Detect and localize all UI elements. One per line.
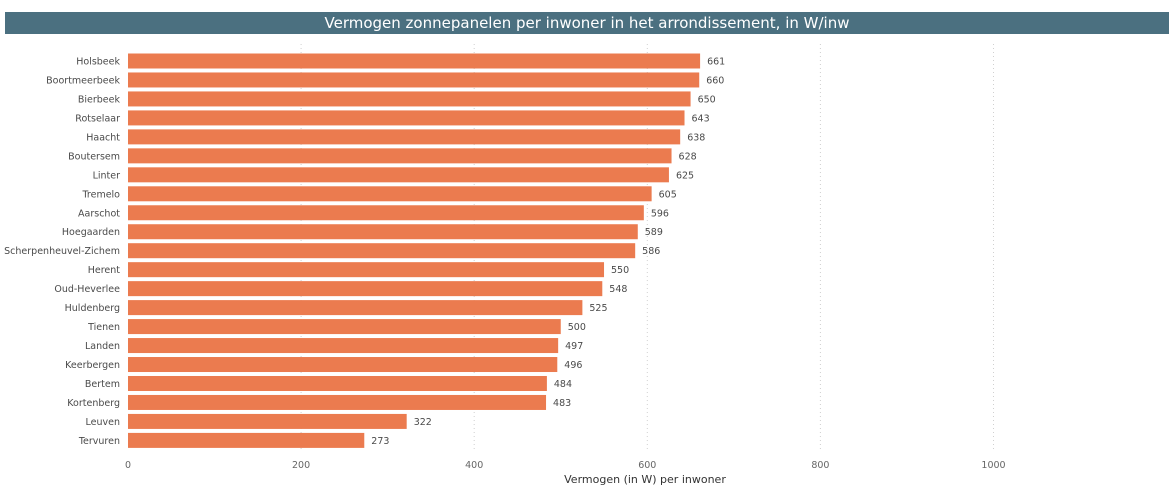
data-label: 550 xyxy=(611,265,629,276)
category-label: Boortmeerbeek xyxy=(46,75,120,86)
bar xyxy=(128,224,638,240)
category-label: Aarschot xyxy=(78,208,120,219)
bar xyxy=(128,375,547,391)
data-label: 500 xyxy=(568,322,586,333)
data-label: 497 xyxy=(565,341,583,352)
category-label: Tervuren xyxy=(78,436,120,447)
category-label: Linter xyxy=(93,170,121,181)
category-label: Kortenberg xyxy=(67,398,120,409)
bar xyxy=(128,357,558,373)
bar xyxy=(128,338,559,354)
bar xyxy=(128,243,636,259)
data-label: 661 xyxy=(707,57,725,68)
data-label: 650 xyxy=(698,94,716,105)
bar xyxy=(128,53,701,69)
data-label: 589 xyxy=(645,227,663,238)
x-tick-label: 0 xyxy=(125,460,131,471)
chart-title: Vermogen zonnepanelen per inwoner in het… xyxy=(5,12,1169,34)
category-label: Scherpenheuvel-Zichem xyxy=(4,246,120,257)
bar xyxy=(128,262,605,278)
data-label: 605 xyxy=(659,189,677,200)
labels: 0 200 400 600 800 1000 Holsbeek 661 Boortmeerbee… xyxy=(4,57,1005,472)
data-label: 273 xyxy=(371,436,389,447)
x-tick-label: 1000 xyxy=(981,460,1005,471)
category-label: Haacht xyxy=(86,132,120,143)
data-label: 596 xyxy=(651,208,669,219)
bar xyxy=(128,110,685,126)
data-label: 548 xyxy=(609,284,627,295)
bar xyxy=(128,148,672,164)
data-label: 660 xyxy=(706,75,724,86)
x-axis-title: Vermogen (in W) per inwoner xyxy=(564,473,726,485)
category-label: Rotselaar xyxy=(75,113,120,124)
bar xyxy=(128,91,691,107)
bar xyxy=(128,167,669,183)
category-label: Landen xyxy=(85,341,120,352)
category-label: Boutersem xyxy=(68,151,120,162)
category-label: Holsbeek xyxy=(76,57,120,68)
category-label: Hoegaarden xyxy=(62,227,120,238)
x-tick-label: 600 xyxy=(638,460,656,471)
data-label: 625 xyxy=(676,170,694,181)
bar xyxy=(128,413,407,429)
category-label: Oud-Heverlee xyxy=(54,284,120,295)
data-label: 484 xyxy=(554,379,572,390)
x-tick-label: 800 xyxy=(811,460,829,471)
data-label: 638 xyxy=(687,132,705,143)
category-label: Tremelo xyxy=(82,189,121,200)
data-label: 643 xyxy=(692,113,710,124)
bar xyxy=(128,394,547,410)
bar xyxy=(128,186,652,202)
bar xyxy=(128,129,681,145)
data-label: 525 xyxy=(589,303,607,314)
category-label: Tienen xyxy=(87,322,120,333)
data-label: 496 xyxy=(564,360,582,371)
bar xyxy=(128,300,583,316)
bar xyxy=(128,72,700,88)
category-label: Bertem xyxy=(85,379,120,390)
x-tick-label: 200 xyxy=(292,460,310,471)
x-tick-label: 400 xyxy=(465,460,483,471)
data-label: 322 xyxy=(414,417,432,428)
data-label: 586 xyxy=(642,246,660,257)
data-label: 483 xyxy=(553,398,571,409)
category-label: Keerbergen xyxy=(65,360,120,371)
bar xyxy=(128,319,561,335)
bar xyxy=(128,432,365,448)
category-label: Bierbeek xyxy=(78,94,121,105)
category-label: Leuven xyxy=(86,417,120,428)
category-label: Herent xyxy=(88,265,121,276)
bar xyxy=(128,205,644,221)
data-label: 628 xyxy=(679,151,697,162)
category-label: Huldenberg xyxy=(65,303,120,314)
bar xyxy=(128,281,603,297)
bars xyxy=(128,53,701,448)
